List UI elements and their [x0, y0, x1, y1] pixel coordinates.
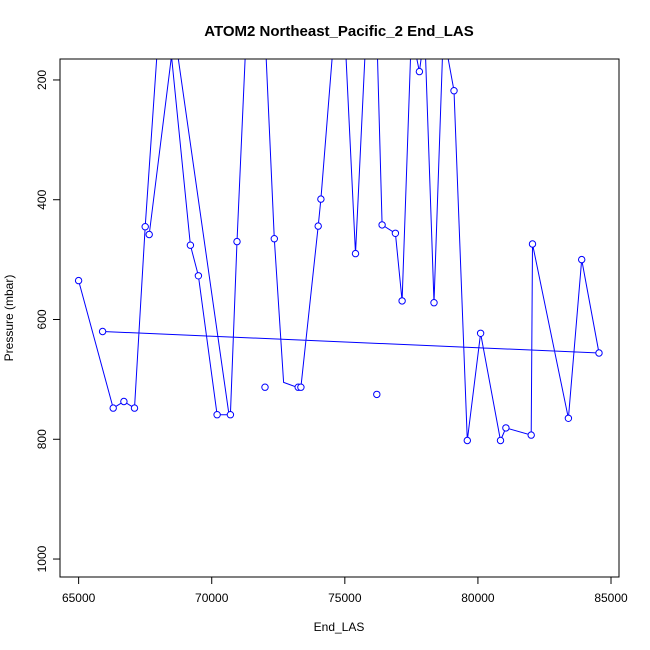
- series-line-2: [148, 59, 230, 415]
- data-point-18: [317, 195, 325, 203]
- data-point-16: [297, 383, 305, 391]
- data-point-5: [130, 404, 139, 412]
- data-point-30: [502, 424, 510, 432]
- x-tick-label-2: 70000: [195, 591, 229, 605]
- y-tick-label-2: 400: [35, 189, 49, 209]
- y-axis: 200 400 600 800 1000: [35, 70, 61, 572]
- y-tick-label-4: 800: [35, 429, 49, 449]
- data-point-7: [145, 230, 153, 239]
- x-tick-label-1: 65000: [62, 591, 96, 605]
- plot-frame: [59, 58, 620, 578]
- data-point-32: [528, 240, 537, 248]
- x-axis: 65000 70000 75000 80000 85000: [62, 576, 628, 605]
- data-point-24: [415, 67, 424, 76]
- data-point-33: [564, 414, 573, 422]
- data-point-35: [595, 349, 603, 357]
- data-point-34: [578, 255, 586, 264]
- data-point-14: [270, 235, 278, 243]
- data-point-29: [496, 436, 505, 445]
- y-tick-label-5: 1000: [35, 545, 49, 572]
- data-point-22: [391, 229, 400, 238]
- x-tick-label-5: 85000: [594, 591, 628, 605]
- data-point-3: [109, 404, 117, 412]
- series-layer: [74, 59, 603, 445]
- data-point-25: [430, 299, 438, 307]
- data-point-12: [233, 237, 241, 246]
- data-point-10: [213, 411, 221, 419]
- x-axis-label: End_LAS: [314, 620, 365, 634]
- data-point-9: [194, 272, 203, 280]
- y-tick-label-3: 600: [35, 309, 49, 329]
- x-tick-label-4: 80000: [461, 591, 495, 605]
- data-point-2: [98, 327, 107, 336]
- data-point-21: [378, 221, 386, 229]
- y-axis-label: Pressure (mbar): [2, 275, 16, 362]
- data-point-17: [314, 222, 322, 230]
- x-tick-label-3: 75000: [328, 591, 362, 605]
- data-point-19: [351, 249, 360, 258]
- data-point-6: [141, 223, 149, 231]
- data-point-20: [373, 390, 381, 399]
- data-point-8: [186, 241, 195, 249]
- data-point-11: [226, 411, 235, 419]
- data-point-4: [120, 397, 128, 406]
- data-point-1: [74, 276, 83, 285]
- chart-title: ATOM2 Northeast_Pacific_2 End_LAS: [204, 23, 474, 40]
- data-point-31: [527, 431, 535, 439]
- y-tick-label-1: 200: [35, 70, 49, 90]
- data-point-28: [476, 329, 485, 337]
- data-point-26: [450, 87, 458, 95]
- data-point-23: [398, 297, 406, 305]
- series-line-1: [78, 59, 600, 443]
- data-point-27: [463, 436, 471, 445]
- data-point-13: [261, 383, 269, 391]
